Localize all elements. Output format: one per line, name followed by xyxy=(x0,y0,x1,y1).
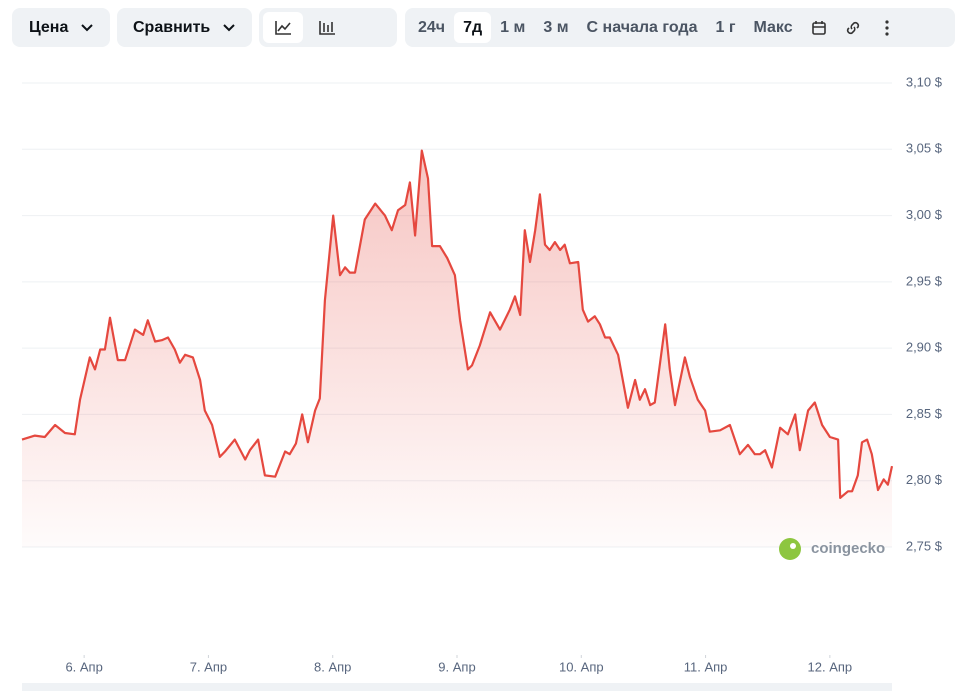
range-button[interactable]: 24ч xyxy=(418,18,446,36)
price-area xyxy=(22,150,892,547)
range-button[interactable]: 3 м xyxy=(543,18,569,36)
x-tick-label: 10. Апр xyxy=(559,659,604,674)
price-dropdown[interactable]: Цена xyxy=(12,8,110,47)
range-button[interactable]: 1 г xyxy=(715,18,736,36)
price-line xyxy=(21,149,894,499)
range-button[interactable]: Макс xyxy=(753,18,793,36)
compare-dropdown[interactable]: Сравнить xyxy=(117,8,252,47)
watermark: coingecko xyxy=(811,540,885,557)
line-chart-button[interactable] xyxy=(263,12,303,43)
chevron xyxy=(223,23,235,31)
range-button[interactable]: 1 м xyxy=(500,18,526,36)
candle-chart-button[interactable] xyxy=(307,12,347,43)
range-button[interactable]: С начала года xyxy=(586,18,698,36)
chevron xyxy=(81,23,94,31)
x-tick-label: 11. Апр xyxy=(684,659,728,674)
y-tick-label: 2,75 $ xyxy=(906,538,943,553)
link-button[interactable] xyxy=(836,12,870,43)
line-icon xyxy=(275,20,291,35)
y-tick-label: 2,80 $ xyxy=(906,472,943,487)
logo xyxy=(779,538,801,560)
logo-eye xyxy=(790,543,796,549)
y-tick-label: 2,85 $ xyxy=(906,406,943,421)
x-tick-label: 9. Апр xyxy=(438,659,475,674)
calendar-button[interactable] xyxy=(802,12,836,43)
candle-icon xyxy=(319,20,335,35)
scrollbar[interactable] xyxy=(22,683,892,691)
price-label: Цена xyxy=(29,18,69,36)
x-tick-label: 12. Апр xyxy=(808,659,853,674)
y-tick-label: 3,00 $ xyxy=(906,207,943,222)
more-button[interactable] xyxy=(870,12,904,43)
y-tick-label: 2,90 $ xyxy=(906,340,943,355)
range-group: 24ч 7д 1 м 3 м С начала года 1 г Макс xyxy=(405,8,955,47)
icon xyxy=(885,19,889,36)
chart-type-group xyxy=(259,8,397,47)
x-tick-label: 6. Апр xyxy=(65,659,102,674)
icon xyxy=(811,20,826,35)
icon xyxy=(846,21,859,34)
y-tick-label: 3,10 $ xyxy=(906,74,943,89)
x-tick-label: 8. Апр xyxy=(314,659,351,674)
range-button[interactable]: 7д xyxy=(454,12,492,43)
y-tick-label: 3,05 $ xyxy=(906,141,943,156)
compare-label: Сравнить xyxy=(133,18,211,36)
y-tick-label: 2,95 $ xyxy=(906,273,943,288)
x-tick-label: 7. Апр xyxy=(190,659,227,674)
